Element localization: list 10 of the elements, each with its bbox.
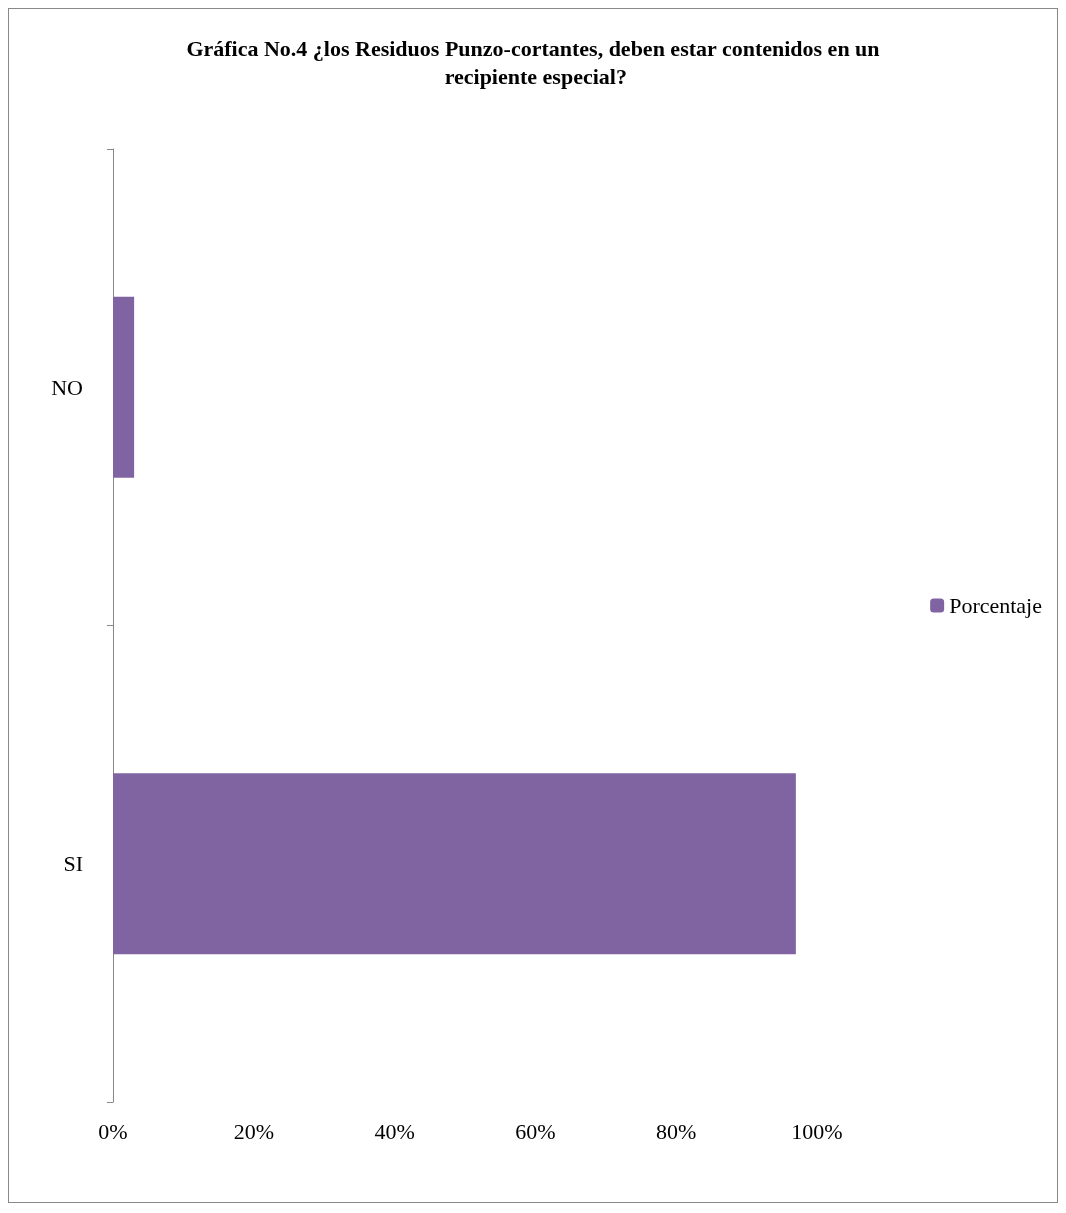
x-tick-label: 100% [791,1118,843,1144]
y-tick-label: NO [51,374,83,400]
x-tick-label: 40% [374,1118,415,1144]
x-tick-label: 60% [515,1118,556,1144]
x-tick-label: 20% [233,1118,274,1144]
legend-label: Porcentaje [949,593,1043,618]
y-tick-label: SI [63,851,83,877]
x-tick-label: 80% [656,1118,697,1144]
x-tick-label: 0% [98,1118,128,1144]
chart-title: Gráfica No.4 ¿los Residuos Punzo-cortantes, deben estar contenidos en un recipiente especial? [186,35,880,89]
